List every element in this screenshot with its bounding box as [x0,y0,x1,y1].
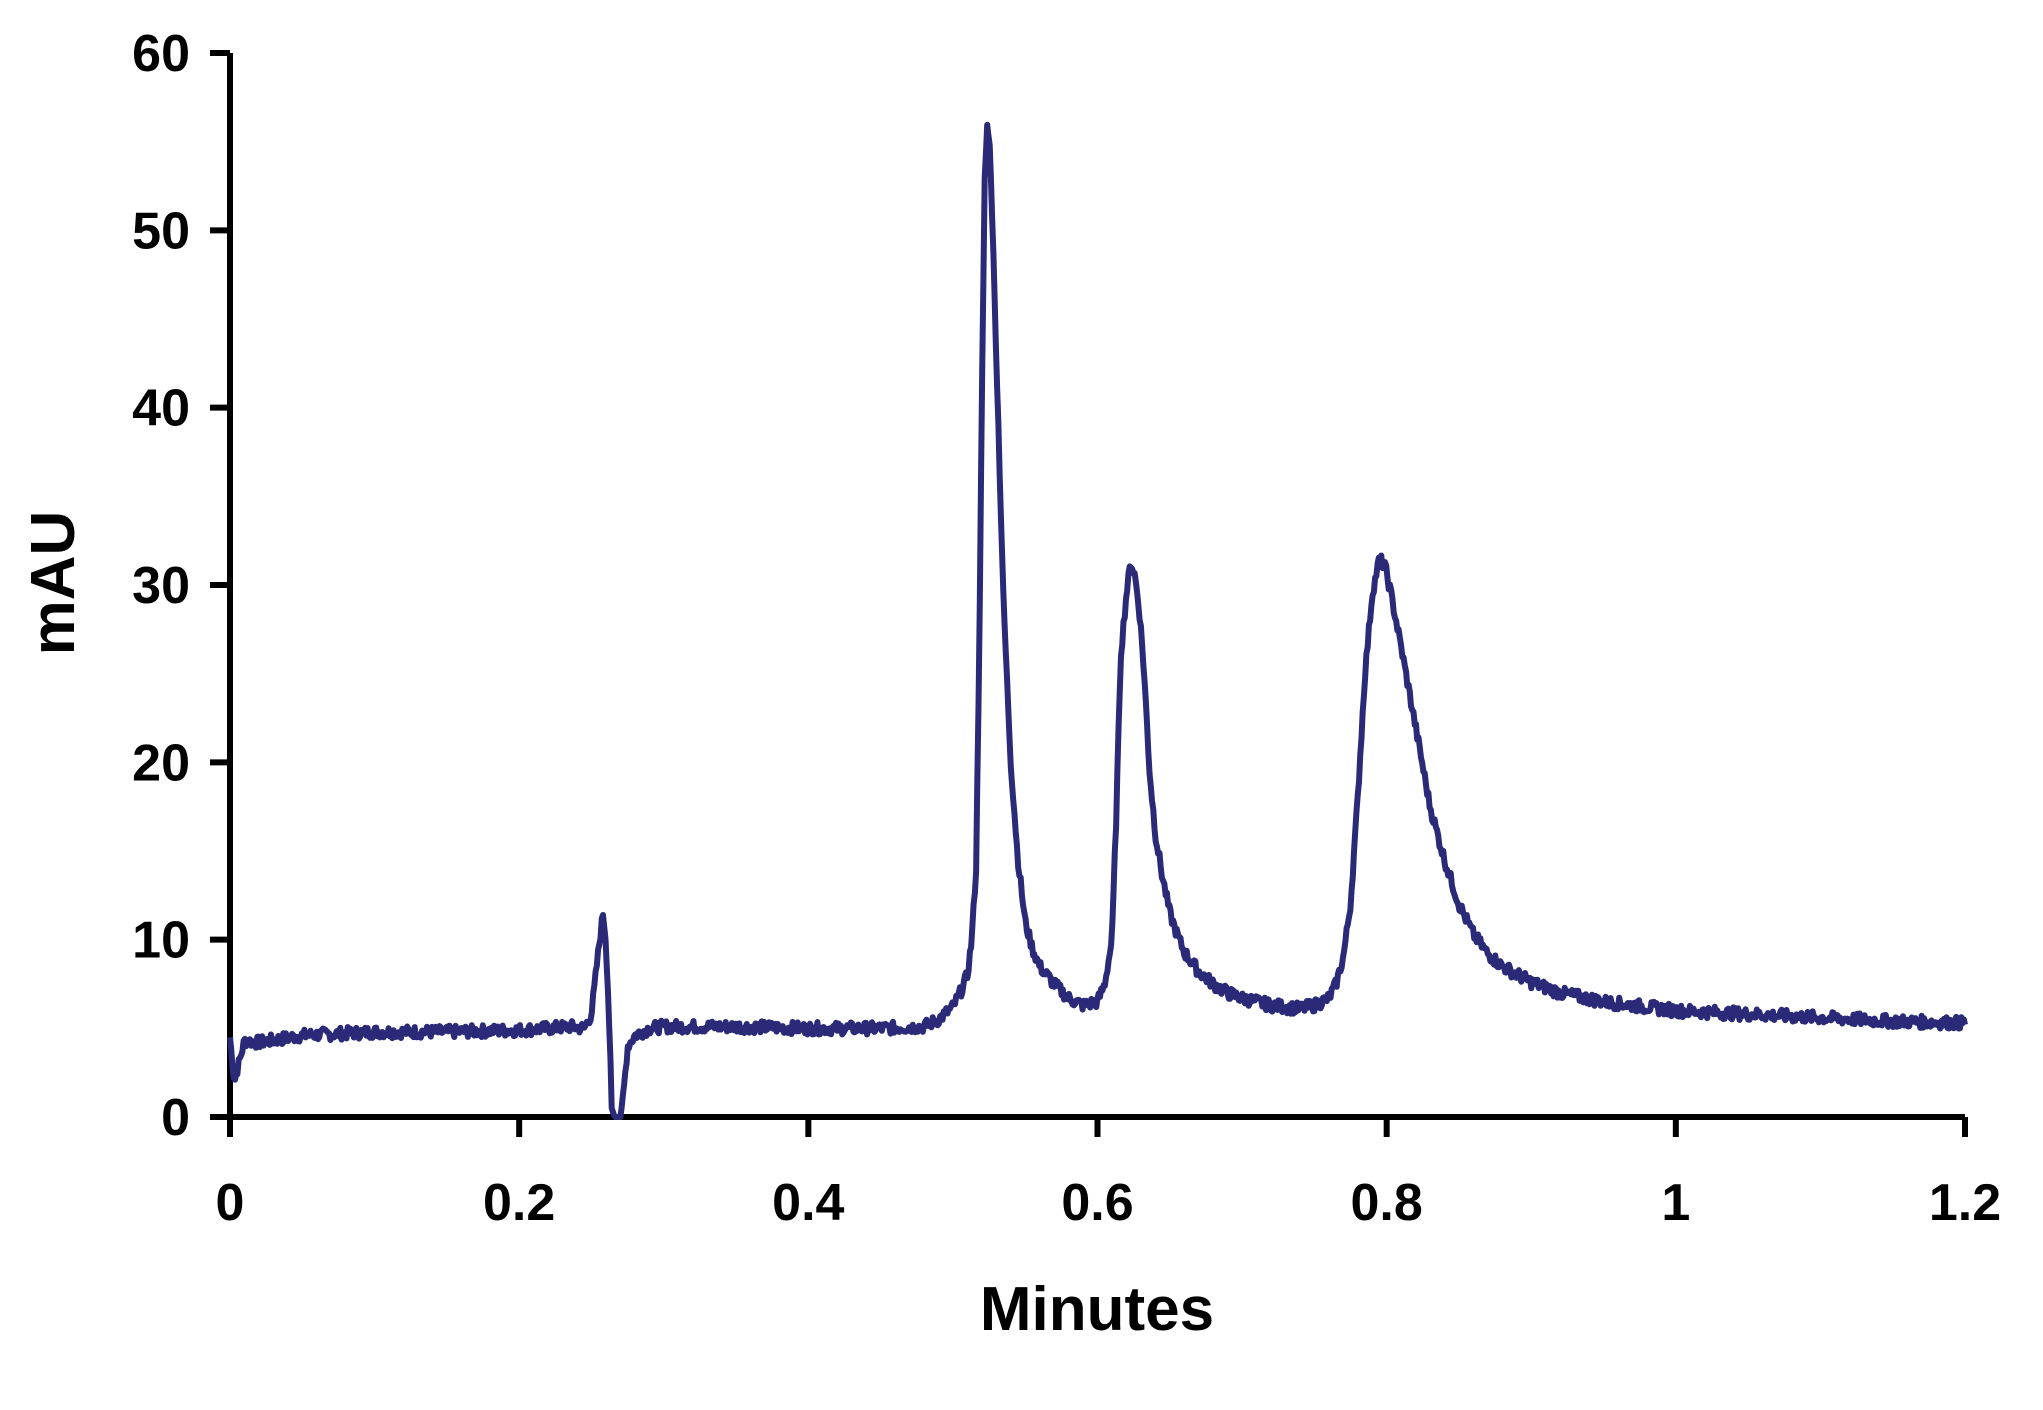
y-tick-label: 20 [132,734,190,792]
y-tick-label: 40 [132,380,190,438]
y-tick-label: 0 [161,1089,190,1147]
x-tick-label: 0 [216,1174,245,1232]
y-tick-label: 30 [132,557,190,615]
x-tick-label: 0.2 [483,1174,555,1232]
x-tick-label: 0.8 [1351,1174,1423,1232]
y-axis-ticks: 0 10 20 30 40 50 60 [132,25,230,1147]
x-tick-label: 0.6 [1061,1174,1133,1232]
x-axis-title: Minutes [980,1275,1214,1344]
x-tick-label: 1 [1661,1174,1690,1232]
chromatogram-trace [227,121,1968,1120]
y-tick-label: 50 [132,202,190,260]
y-tick-label: 10 [132,912,190,970]
x-tick-label: 0.4 [772,1174,844,1232]
x-axis-ticks: 0 0.2 0.4 0.6 0.8 1 1.2 [216,1117,2001,1232]
y-tick-label: 60 [132,25,190,83]
y-axis-title: mAU [19,511,88,656]
x-tick-label: 1.2 [1929,1174,2001,1232]
